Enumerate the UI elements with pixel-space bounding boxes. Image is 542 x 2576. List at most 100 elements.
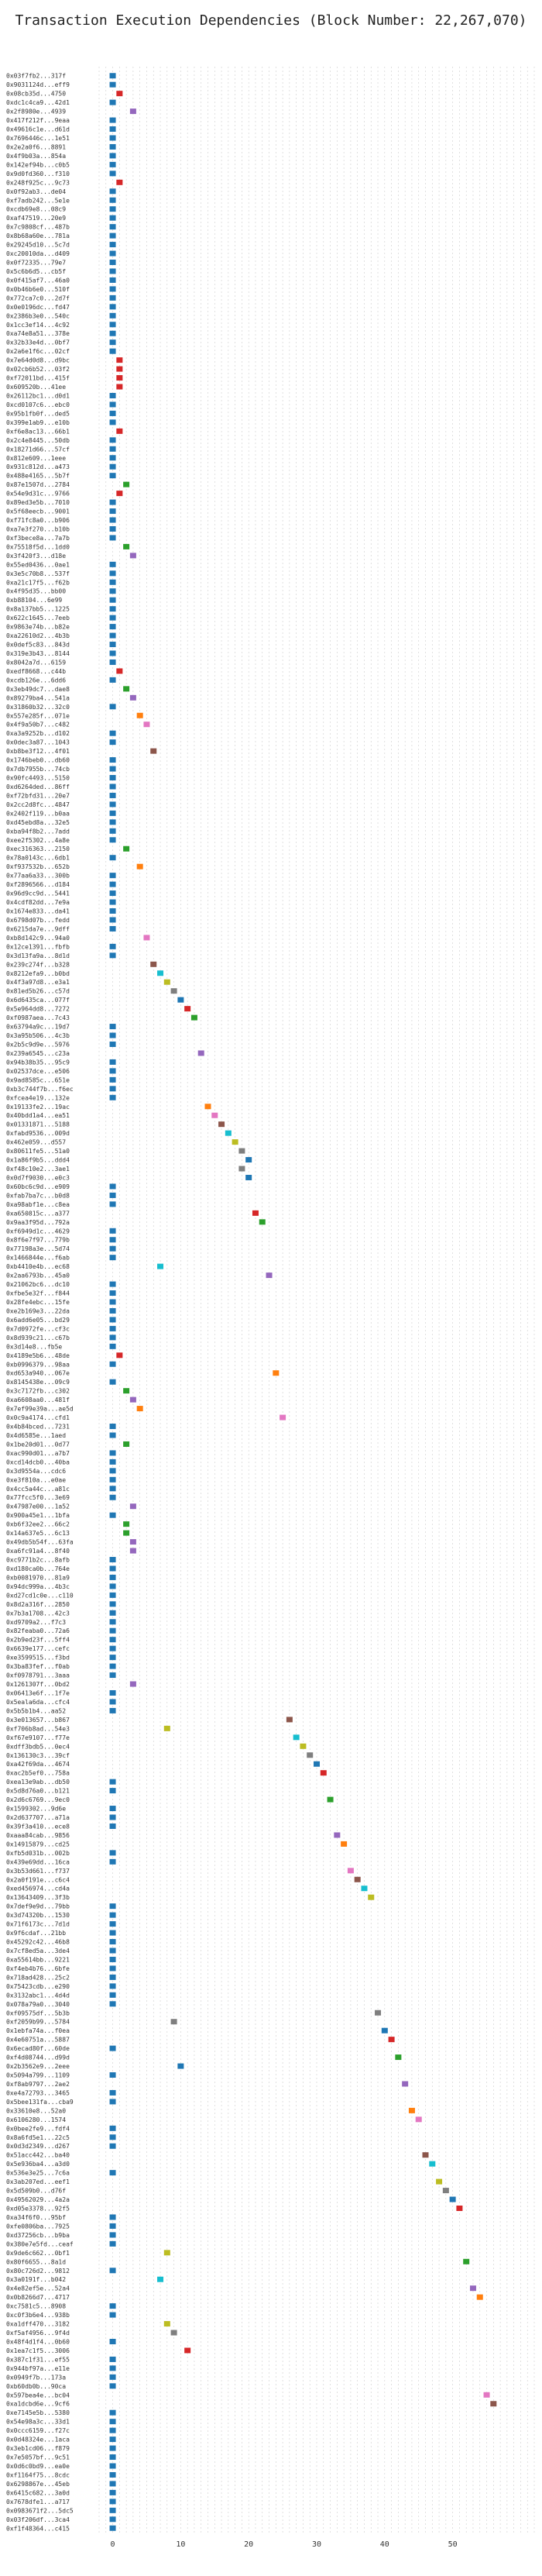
tx-hash-label: 0xf8ab9797...2ae2 bbox=[6, 2081, 70, 2088]
tx-marker bbox=[245, 1174, 252, 1180]
tx-marker bbox=[109, 1806, 116, 1812]
tx-hash-label: 0xa7e3f270...b10b bbox=[6, 525, 70, 532]
tx-hash-label: 0x7d0972fe...cf3c bbox=[6, 1325, 70, 1332]
tx-marker bbox=[109, 2312, 116, 2318]
tx-hash-label: 0x2aa6793b...45a0 bbox=[6, 1273, 70, 1279]
tx-hash-label: 0xf71fc8a0...b906 bbox=[6, 517, 70, 524]
tx-hash-label: 0x95b1fb0f...ded5 bbox=[6, 410, 70, 417]
tx-marker bbox=[109, 1317, 116, 1323]
tx-marker bbox=[109, 1201, 116, 1207]
tx-hash-label: 0x239a6545...c23a bbox=[6, 1050, 70, 1057]
tx-marker bbox=[123, 1521, 130, 1527]
tx-marker bbox=[109, 890, 116, 897]
tx-hash-label: 0x5f68eecb...9001 bbox=[6, 508, 70, 515]
tx-marker bbox=[109, 1645, 116, 1651]
tx-marker bbox=[116, 357, 123, 363]
tx-hash-label: 0x14915879...cd25 bbox=[6, 1841, 70, 1848]
tx-marker bbox=[109, 1290, 116, 1297]
tx-marker bbox=[109, 624, 116, 630]
tx-hash-label: 0x54e98a3c...33d1 bbox=[6, 2419, 70, 2426]
tx-hash-label: 0x03f7fb2...317f bbox=[6, 73, 66, 80]
tx-marker bbox=[314, 1761, 320, 1767]
tx-marker bbox=[197, 1050, 204, 1056]
tx-hash-label: 0xe3f810a...e0ae bbox=[6, 1476, 66, 1483]
tx-marker bbox=[109, 2170, 116, 2176]
tx-marker bbox=[436, 2178, 443, 2185]
tx-marker bbox=[109, 579, 116, 585]
tx-marker bbox=[109, 1343, 116, 1349]
tx-marker bbox=[109, 1068, 116, 1074]
tx-marker bbox=[109, 517, 116, 523]
tx-hash-label: 0x4d6585e...1aed bbox=[6, 1432, 66, 1439]
tx-hash-label: 0xf6e8ac13...66b1 bbox=[6, 428, 70, 435]
tx-hash-label: 0x33610e8...52a0 bbox=[6, 2107, 66, 2114]
tx-marker bbox=[190, 1014, 197, 1021]
tx-hash-label: 0x13643409...3f3b bbox=[6, 1894, 70, 1901]
tx-hash-label: 0x9d0fd360...f310 bbox=[6, 170, 70, 177]
tx-marker bbox=[109, 783, 116, 790]
tx-hash-label: 0x6415c682...3a0d bbox=[6, 2489, 70, 2496]
tx-hash-label: 0xc20010da...d409 bbox=[6, 250, 70, 257]
tx-hash-label: 0x6639e177...cefc bbox=[6, 1645, 70, 1652]
tx-marker bbox=[429, 2161, 436, 2167]
tx-hash-label: 0x7678dfe1...a717 bbox=[6, 2499, 70, 2505]
tx-hash-label: 0xcdb126e...6dd6 bbox=[6, 677, 66, 684]
tx-marker bbox=[109, 2481, 116, 2487]
tx-hash-label: 0x4e60751a...5887 bbox=[6, 2037, 70, 2044]
tx-hash-label: 0x12ce1391...fbfb bbox=[6, 943, 70, 950]
tx-hash-label: 0x1cc3ef14...4c92 bbox=[6, 322, 70, 329]
tx-marker bbox=[388, 2037, 395, 2043]
tx-marker bbox=[422, 2152, 429, 2158]
tx-hash-label: 0xa6fc91a4...8f40 bbox=[6, 1548, 70, 1555]
tx-marker bbox=[109, 99, 116, 105]
tx-hash-label: 0x462e059...d557 bbox=[6, 1139, 66, 1146]
tx-marker bbox=[109, 2471, 116, 2478]
tx-marker bbox=[129, 1539, 136, 1545]
tx-marker bbox=[109, 2454, 116, 2461]
tx-hash-label: 0x40bdd1a4...ea51 bbox=[6, 1112, 70, 1119]
tx-hash-label: 0xf67e9107...f77e bbox=[6, 1734, 70, 1741]
tx-hash-label: 0xf1f48364...c415 bbox=[6, 2525, 70, 2532]
tx-hash-label: 0x9de6c662...0bf1 bbox=[6, 2250, 70, 2257]
tx-marker bbox=[109, 1076, 116, 1083]
tx-hash-label: 0x18271d66...57cf bbox=[6, 446, 70, 453]
tx-hash-label: 0xfbe5e32f...f844 bbox=[6, 1290, 70, 1297]
tx-hash-label: 0x21062bc6...dc10 bbox=[6, 1281, 70, 1288]
tx-hash-label: 0x2386b3e0...540c bbox=[6, 312, 70, 319]
tx-marker bbox=[469, 2285, 476, 2292]
tx-marker bbox=[129, 1548, 136, 1554]
tx-hash-label: 0x1746beb0...db60 bbox=[6, 757, 70, 764]
tx-marker bbox=[109, 677, 116, 683]
tx-marker bbox=[109, 1458, 116, 1465]
tx-hash-label: 0xf72bfd31...20e7 bbox=[6, 792, 70, 799]
tx-marker bbox=[109, 1574, 116, 1580]
tx-marker bbox=[109, 525, 116, 532]
tx-hash-label: 0x9f6cdaf...21bb bbox=[6, 1930, 66, 1937]
tx-hash-label: 0x488e4165...5b7f bbox=[6, 473, 70, 480]
tx-hash-label: 0x772ca7c0...2d7f bbox=[6, 294, 70, 301]
tx-hash-label: 0x02cb6b52...03f2 bbox=[6, 366, 70, 373]
tx-marker bbox=[109, 1334, 116, 1341]
tx-hash-label: 0x49db5b54f...63fa bbox=[6, 1539, 74, 1546]
tx-hash-label: 0x4cdf82dd...7e9a bbox=[6, 899, 70, 906]
tx-marker bbox=[109, 1983, 116, 1989]
tx-hash-label: 0x557e285f...071e bbox=[6, 712, 70, 719]
tx-hash-label: 0x0dec3a87...1043 bbox=[6, 739, 70, 746]
tx-hash-label: 0x19133fe2...19ac bbox=[6, 1104, 70, 1111]
tx-hash-label: 0x60bc6c9d...e909 bbox=[6, 1183, 70, 1190]
tx-marker bbox=[109, 348, 116, 354]
tx-marker bbox=[163, 2250, 170, 2256]
tx-hash-label: 0x248f925c...9c73 bbox=[6, 179, 70, 186]
tx-marker bbox=[307, 1752, 314, 1758]
tx-hash-label: 0x2a0f191e...c6c4 bbox=[6, 1876, 70, 1883]
tx-hash-label: 0x9863e74b...b82e bbox=[6, 624, 70, 631]
tx-hash-label: 0x6298867e...45eb bbox=[6, 2481, 70, 2488]
tx-hash-label: 0xed456974...cd4a bbox=[6, 1886, 70, 1892]
tx-marker bbox=[109, 570, 116, 577]
tx-marker bbox=[109, 1672, 116, 1679]
tx-hash-label: 0xaaa84cab...9856 bbox=[6, 1832, 70, 1839]
tx-hash-label: 0xb6f32ee2...66c2 bbox=[6, 1521, 70, 1528]
tx-marker bbox=[109, 2356, 116, 2362]
tx-marker bbox=[402, 2081, 409, 2087]
tx-hash-label: 0xa98abf1e...c8ea bbox=[6, 1201, 70, 1208]
